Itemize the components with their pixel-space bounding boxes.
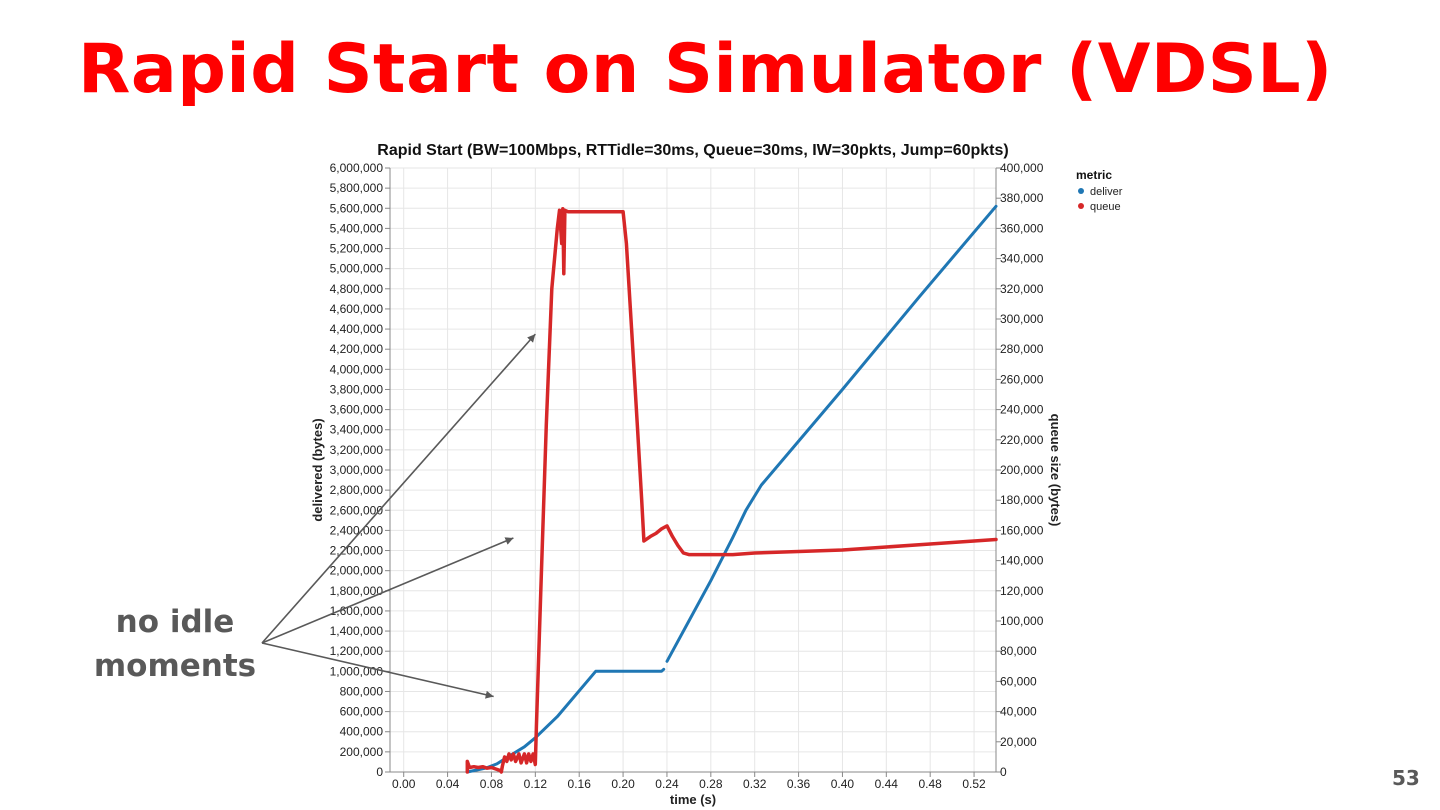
left-tick-label: 2,600,000 (330, 503, 384, 517)
left-tick-label: 4,600,000 (330, 302, 384, 316)
deliver-line (465, 667, 666, 774)
left-tick-label: 1,600,000 (330, 604, 384, 618)
left-tick-label: 1,200,000 (330, 644, 384, 658)
left-tick-label: 5,600,000 (330, 201, 384, 215)
page-number: 53 (1392, 766, 1420, 790)
left-tick-label: 2,200,000 (330, 544, 384, 558)
left-tick-label: 400,000 (340, 725, 384, 739)
right-tick-label: 320,000 (1000, 282, 1044, 296)
left-tick-label: 4,800,000 (330, 282, 384, 296)
left-tick-label: 1,000,000 (330, 664, 384, 678)
annotation-arrow (261, 642, 494, 699)
annotation-text: no idle moments (90, 600, 260, 688)
left-tick-label: 4,000,000 (330, 362, 384, 376)
left-tick-label: 6,000,000 (330, 161, 384, 175)
annotation-arrows (261, 333, 536, 699)
legend-title: metric (1076, 168, 1112, 182)
x-tick-label: 0.48 (919, 777, 943, 791)
right-tick-label: 60,000 (1000, 674, 1037, 688)
left-tick-label: 4,200,000 (330, 342, 384, 356)
right-tick-label: 40,000 (1000, 705, 1037, 719)
left-tick-label: 4,400,000 (330, 322, 384, 336)
annotation-arrow (261, 333, 536, 644)
x-tick-label: 0.00 (392, 777, 416, 791)
annotation-arrow (261, 537, 514, 644)
left-tick-label: 0 (376, 765, 383, 779)
left-tick-label: 1,800,000 (330, 584, 384, 598)
right-tick-label: 160,000 (1000, 523, 1044, 537)
left-axis-title: delivered (bytes) (310, 418, 325, 521)
annotation-line-2: moments (93, 648, 257, 684)
left-tick-label: 2,800,000 (330, 483, 384, 497)
left-tick-label: 200,000 (340, 745, 384, 759)
right-tick-label: 340,000 (1000, 252, 1044, 266)
right-tick-label: 100,000 (1000, 614, 1044, 628)
right-tick-label: 20,000 (1000, 735, 1037, 749)
x-tick-label: 0.40 (831, 777, 855, 791)
x-tick-label: 0.44 (875, 777, 899, 791)
x-tick-label: 0.36 (787, 777, 811, 791)
axes: 0.00 0.04 0.08 0.12 0.16 0.20 0.24 0.28 0.32 0.36… (330, 161, 1044, 791)
right-tick-label: 200,000 (1000, 463, 1044, 477)
left-tick-label: 2,400,000 (330, 523, 384, 537)
grid (390, 167, 996, 773)
x-tick-label: 0.12 (524, 777, 548, 791)
chart-title: Rapid Start (BW=100Mbps, RTTidle=30ms, Q… (377, 142, 1008, 159)
right-tick-label: 220,000 (1000, 433, 1044, 447)
x-tick-label: 0.24 (655, 777, 679, 791)
left-tick-label: 2,000,000 (330, 564, 384, 578)
left-tick-label: 5,200,000 (330, 242, 384, 256)
right-tick-label: 280,000 (1000, 342, 1044, 356)
x-axis-title: time (s) (670, 792, 716, 807)
left-tick-label: 3,000,000 (330, 463, 384, 477)
x-tick-label: 0.28 (699, 777, 723, 791)
queue-line (465, 207, 998, 774)
left-tick-label: 800,000 (340, 684, 384, 698)
legend-queue-swatch (1078, 203, 1084, 209)
right-tick-label: 120,000 (1000, 584, 1044, 598)
annotation-line-1: no idle (115, 604, 235, 640)
left-tick-label: 3,400,000 (330, 423, 384, 437)
right-tick-label: 0 (1000, 765, 1007, 779)
right-tick-label: 240,000 (1000, 403, 1044, 417)
right-tick-label: 140,000 (1000, 554, 1044, 568)
left-tick-label: 3,600,000 (330, 403, 384, 417)
legend: metric deliver queue (1076, 168, 1123, 213)
left-tick-label: 5,400,000 (330, 221, 384, 235)
left-tick-label: 5,000,000 (330, 262, 384, 276)
right-tick-label: 80,000 (1000, 644, 1037, 658)
right-tick-label: 260,000 (1000, 372, 1044, 386)
right-tick-label: 300,000 (1000, 312, 1044, 326)
right-tick-label: 360,000 (1000, 221, 1044, 235)
left-tick-label: 1,400,000 (330, 624, 384, 638)
left-tick-label: 3,200,000 (330, 443, 384, 457)
x-tick-label: 0.32 (743, 777, 767, 791)
legend-deliver-swatch (1078, 188, 1084, 194)
x-tick-label: 0.16 (568, 777, 592, 791)
series (465, 204, 998, 774)
x-tick-label: 0.20 (611, 777, 635, 791)
slide-title: Rapid Start on Simulator (VDSL) (78, 30, 1333, 109)
left-tick-label: 600,000 (340, 705, 384, 719)
x-tick-label: 0.08 (480, 777, 504, 791)
right-tick-label: 180,000 (1000, 493, 1044, 507)
legend-queue-label: queue (1090, 201, 1121, 213)
right-tick-label: 380,000 (1000, 191, 1044, 205)
left-tick-label: 3,800,000 (330, 382, 384, 396)
x-tick-label: 0.04 (436, 777, 460, 791)
right-tick-label: 400,000 (1000, 161, 1044, 175)
deliver-line (665, 204, 998, 663)
right-axis-title: queue size (bytes) (1048, 414, 1063, 527)
left-tick-label: 5,800,000 (330, 181, 384, 195)
legend-deliver-label: deliver (1090, 186, 1123, 198)
x-tick-label: 0.52 (962, 777, 986, 791)
